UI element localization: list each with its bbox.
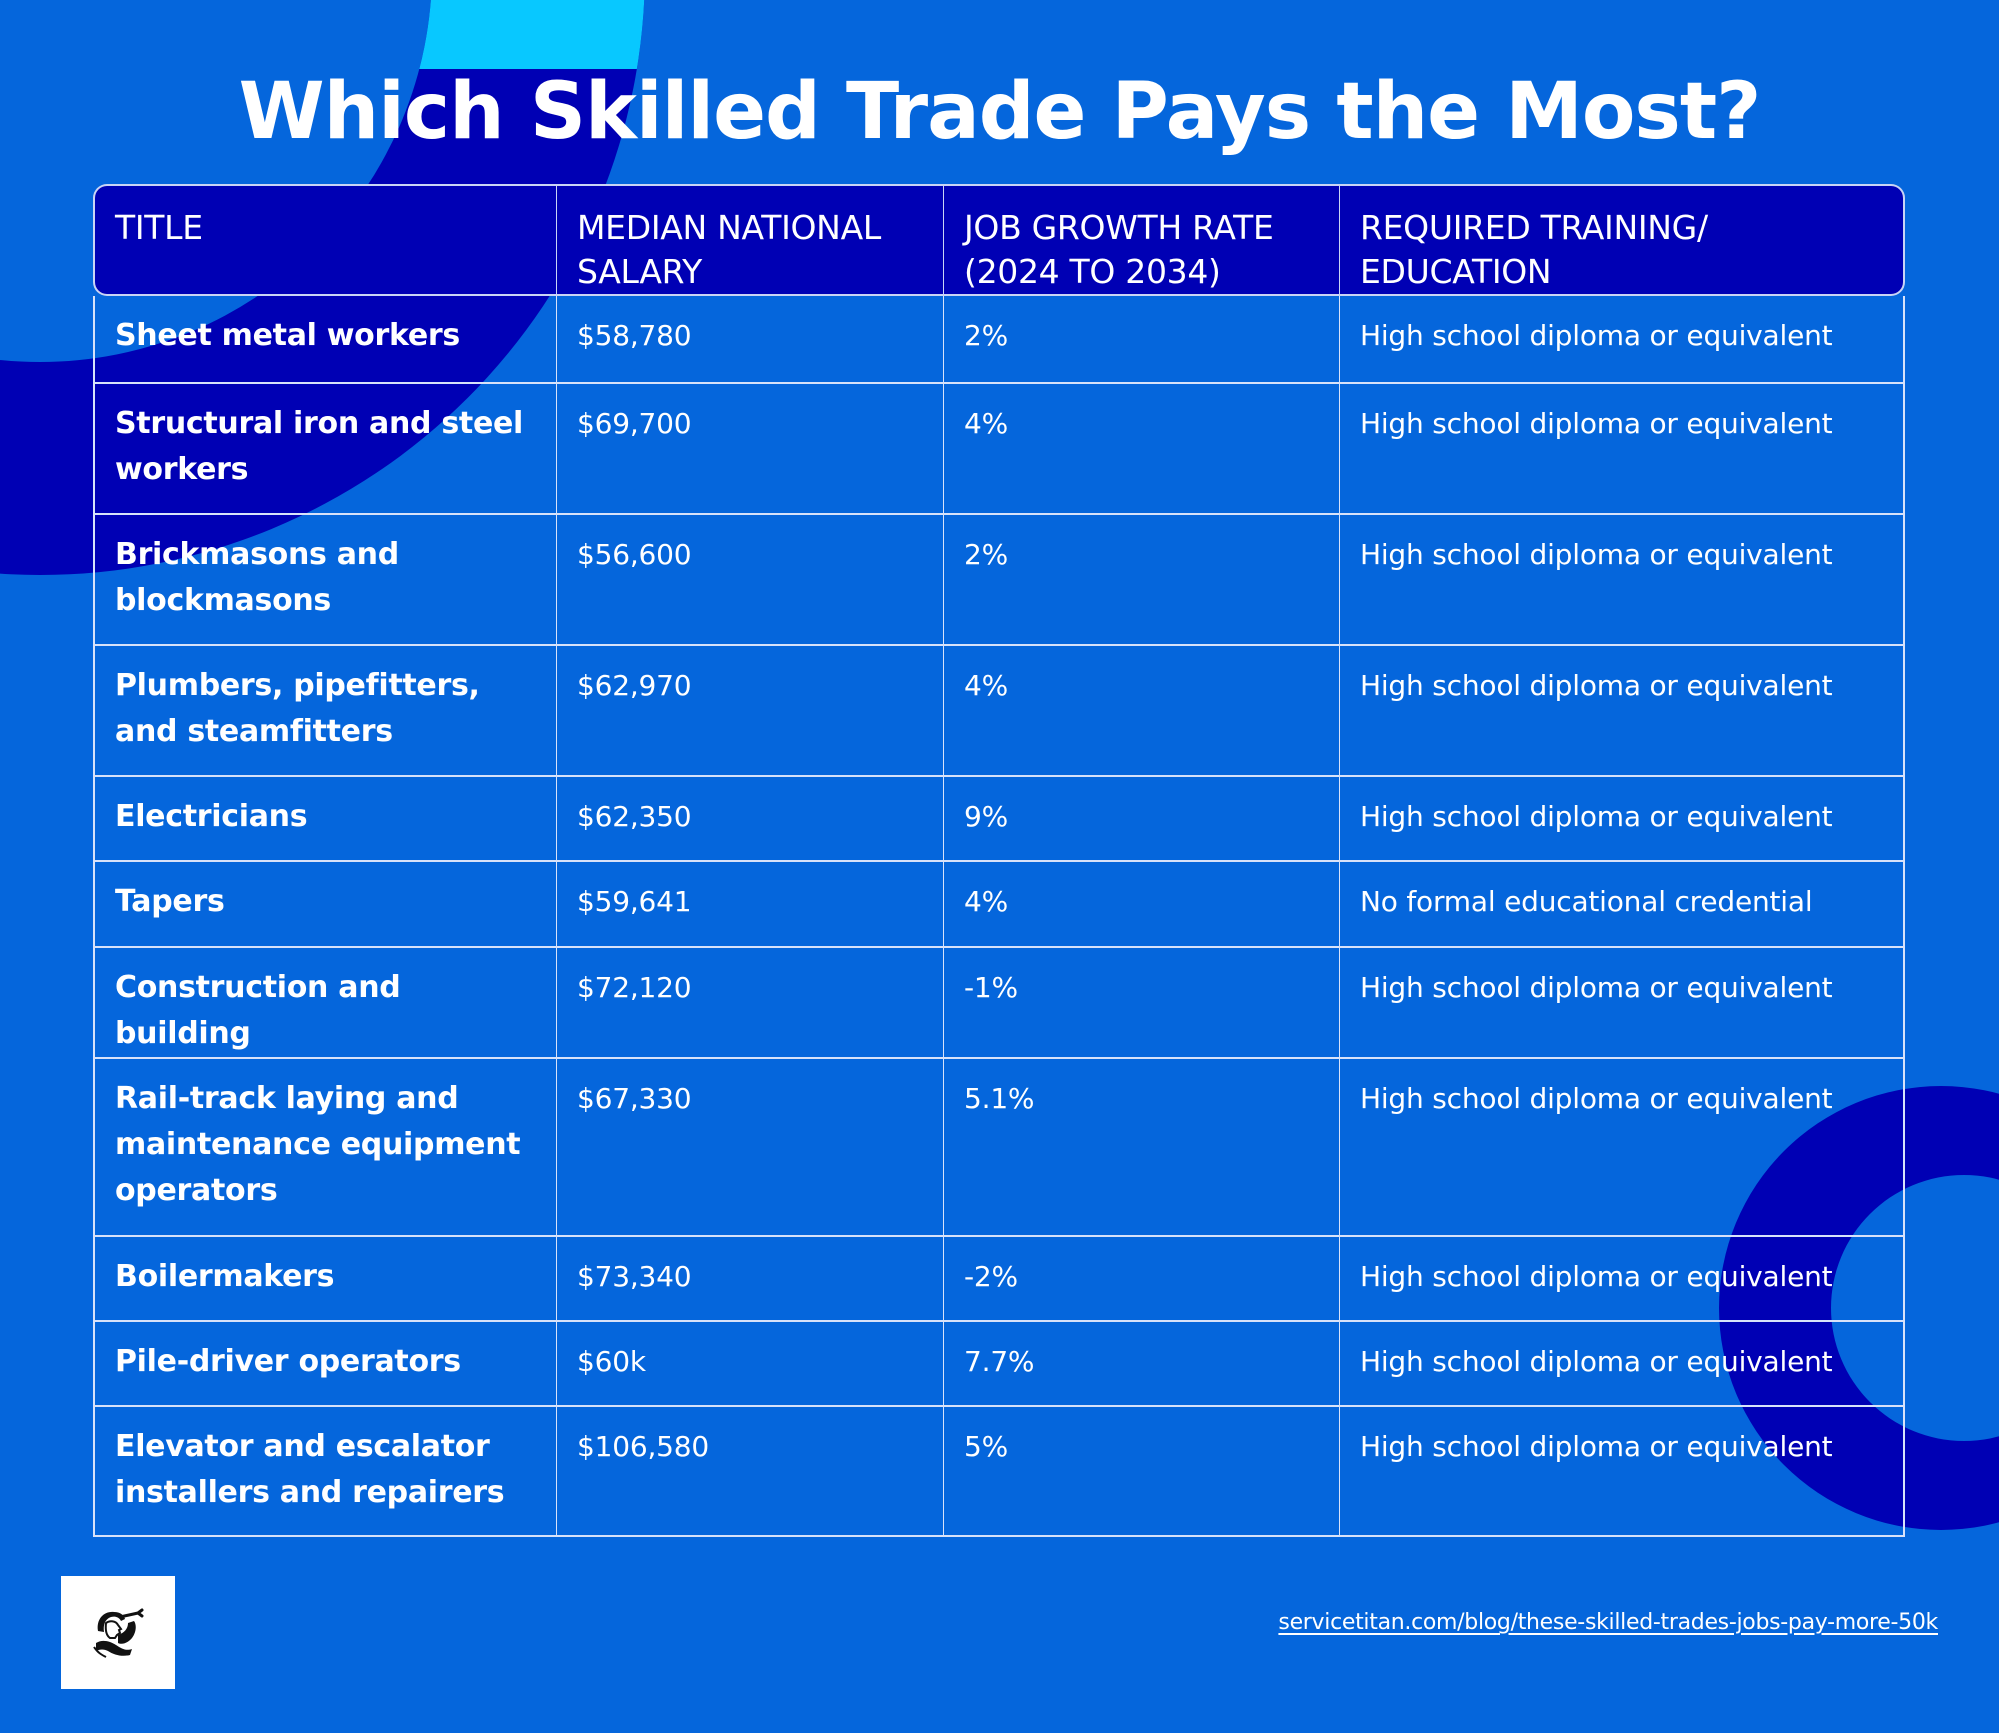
trades-table: TITLE MEDIAN NATIONAL SALARY JOB GROWTH … — [93, 184, 1905, 1537]
growth-value: 2% — [943, 515, 1339, 646]
brand-logo — [61, 1576, 175, 1689]
salary-value: $67,330 — [556, 1059, 943, 1237]
salary-value: $73,340 — [556, 1237, 943, 1322]
growth-value: 5.1% — [943, 1059, 1339, 1237]
table-row: Plumbers, pipefitters, and steamfitters … — [93, 646, 1905, 777]
salary-value: $56,600 — [556, 515, 943, 646]
trade-title: Brickmasons and blockmasons — [93, 515, 556, 646]
education-value: High school diploma or equivalent — [1339, 777, 1905, 862]
table-row: Electricians $62,350 9% High school dipl… — [93, 777, 1905, 862]
education-value: High school diploma or equivalent — [1339, 1322, 1905, 1407]
trades-table-container: TITLE MEDIAN NATIONAL SALARY JOB GROWTH … — [93, 184, 1905, 1537]
growth-value: -1% — [943, 948, 1339, 1059]
bottom-right-ring-shape — [1719, 1086, 1999, 1530]
column-header-education: REQUIRED TRAINING/ EDUCATION — [1339, 184, 1905, 296]
education-value: High school diploma or equivalent — [1339, 646, 1905, 777]
growth-value: 2% — [943, 296, 1339, 384]
column-header-growth: JOB GROWTH RATE (2024 TO 2034) — [943, 184, 1339, 296]
table-header: TITLE MEDIAN NATIONAL SALARY JOB GROWTH … — [93, 184, 1905, 296]
salary-value: $72,120 — [556, 948, 943, 1059]
titan-mascot-icon — [93, 1608, 144, 1658]
trade-title: Electricians — [93, 777, 556, 862]
page-title: Which Skilled Trade Pays the Most? — [238, 67, 1762, 157]
salary-value: $60k — [556, 1322, 943, 1407]
trade-title: Pile-driver operators — [93, 1322, 556, 1407]
trade-title: Elevator and escalator installers and re… — [93, 1407, 556, 1537]
education-value: High school diploma or equivalent — [1339, 1407, 1905, 1537]
trade-title: Plumbers, pipefitters, and steamfitters — [93, 646, 556, 777]
table-row: Construction and building $72,120 -1% Hi… — [93, 948, 1905, 1059]
table-row: Rail-track laying and maintenance equipm… — [93, 1059, 1905, 1237]
column-header-salary: MEDIAN NATIONAL SALARY — [556, 184, 943, 296]
growth-value: 4% — [943, 646, 1339, 777]
salary-value: $69,700 — [556, 384, 943, 515]
growth-value: 7.7% — [943, 1322, 1339, 1407]
salary-value: $106,580 — [556, 1407, 943, 1537]
education-value: High school diploma or equivalent — [1339, 515, 1905, 646]
table-row: Sheet metal workers $58,780 2% High scho… — [93, 296, 1905, 384]
salary-value: $59,641 — [556, 862, 943, 948]
top-ring-cyan-cap — [0, 0, 645, 69]
education-value: No formal educational credential — [1339, 862, 1905, 948]
growth-value: 4% — [943, 862, 1339, 948]
trade-title: Structural iron and steel workers — [93, 384, 556, 515]
trade-title: Boilermakers — [93, 1237, 556, 1322]
table-row: Boilermakers $73,340 -2% High school dip… — [93, 1237, 1905, 1322]
growth-value: 5% — [943, 1407, 1339, 1537]
salary-value: $62,970 — [556, 646, 943, 777]
growth-value: 9% — [943, 777, 1339, 862]
salary-value: $58,780 — [556, 296, 943, 384]
source-link[interactable]: servicetitan.com/blog/these-skilled-trad… — [1278, 1610, 1938, 1635]
education-value: High school diploma or equivalent — [1339, 296, 1905, 384]
table-row: Pile-driver operators $60k 7.7% High sch… — [93, 1322, 1905, 1407]
trade-title: Tapers — [93, 862, 556, 948]
growth-value: -2% — [943, 1237, 1339, 1322]
trade-title: Rail-track laying and maintenance equipm… — [93, 1059, 556, 1237]
table-row: Tapers $59,641 4% No formal educational … — [93, 862, 1905, 948]
trade-title: Sheet metal workers — [93, 296, 556, 384]
education-value: High school diploma or equivalent — [1339, 1059, 1905, 1237]
table-row: Elevator and escalator installers and re… — [93, 1407, 1905, 1537]
column-header-title: TITLE — [93, 184, 556, 296]
table-row: Brickmasons and blockmasons $56,600 2% H… — [93, 515, 1905, 646]
education-value: High school diploma or equivalent — [1339, 384, 1905, 515]
salary-value: $62,350 — [556, 777, 943, 862]
growth-value: 4% — [943, 384, 1339, 515]
education-value: High school diploma or equivalent — [1339, 1237, 1905, 1322]
education-value: High school diploma or equivalent — [1339, 948, 1905, 1059]
table-row: Structural iron and steel workers $69,70… — [93, 384, 1905, 515]
trade-title: Construction and building — [93, 948, 556, 1059]
